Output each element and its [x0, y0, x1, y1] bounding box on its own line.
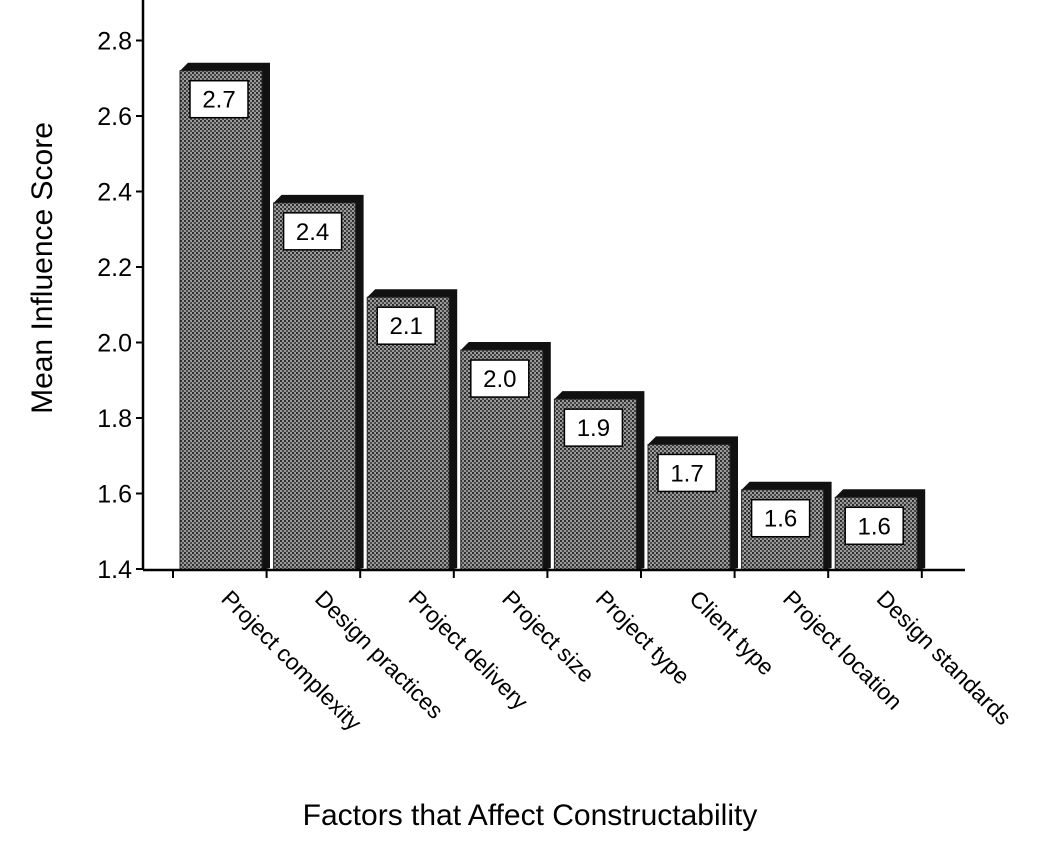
bar-value-box	[844, 506, 904, 546]
y-axis-ticks: 1.4 1.6 1.8 2.0 2.2 2.4 2.6 2.8	[97, 28, 143, 584]
x-category-label: Client type	[684, 585, 779, 680]
x-axis-title: Factors that Affect Constructability	[303, 799, 758, 832]
bar-value-box	[470, 359, 530, 398]
y-tick-label: 2.6	[97, 103, 132, 131]
bars: 2.7 2.4 2.1 2.0 1.9 1.7 1.6 1.6	[179, 62, 926, 571]
y-tick-label: 1.8	[97, 405, 132, 433]
bar: 2.4	[273, 194, 364, 571]
y-axis-title: Mean Influence Score	[26, 122, 59, 414]
bar: 1.6	[834, 489, 926, 571]
y-tick-label: 2.8	[97, 28, 132, 56]
bar-value-box	[282, 212, 343, 251]
bar: 2.1	[366, 289, 458, 571]
bar-value-label: 2.4	[296, 219, 329, 246]
bar-face	[179, 70, 263, 571]
bar-value-label: 2.1	[390, 313, 423, 340]
bar-value-box	[657, 453, 717, 493]
y-tick-label: 2.2	[97, 254, 132, 282]
bar-value-label: 1.6	[764, 506, 797, 533]
x-category-label: Project type	[591, 585, 695, 689]
bar: 2.7	[179, 62, 270, 571]
y-tick-label: 2.0	[97, 330, 132, 358]
bar-value-label: 1.9	[577, 415, 610, 442]
bar-value-label: 1.6	[858, 513, 891, 540]
bar: 2.0	[460, 342, 551, 571]
x-category-label: Project size	[497, 585, 599, 687]
bar: 1.6	[741, 481, 832, 571]
bar-value-label: 2.7	[202, 87, 235, 114]
y-tick-label: 2.4	[97, 179, 132, 207]
bar: 1.7	[647, 436, 738, 571]
bar-face	[273, 202, 357, 571]
bar-value-box	[189, 79, 249, 119]
x-axis	[143, 568, 965, 578]
bar-value-box	[750, 498, 811, 538]
bar-value-box	[376, 306, 436, 345]
bar: 1.9	[553, 391, 645, 571]
y-tick-label: 1.6	[97, 481, 132, 509]
y-tick-label: 1.4	[97, 556, 132, 584]
bar-value-label: 1.7	[670, 460, 703, 487]
bar-value-label: 2.0	[483, 366, 516, 393]
bar-value-box	[563, 408, 624, 447]
